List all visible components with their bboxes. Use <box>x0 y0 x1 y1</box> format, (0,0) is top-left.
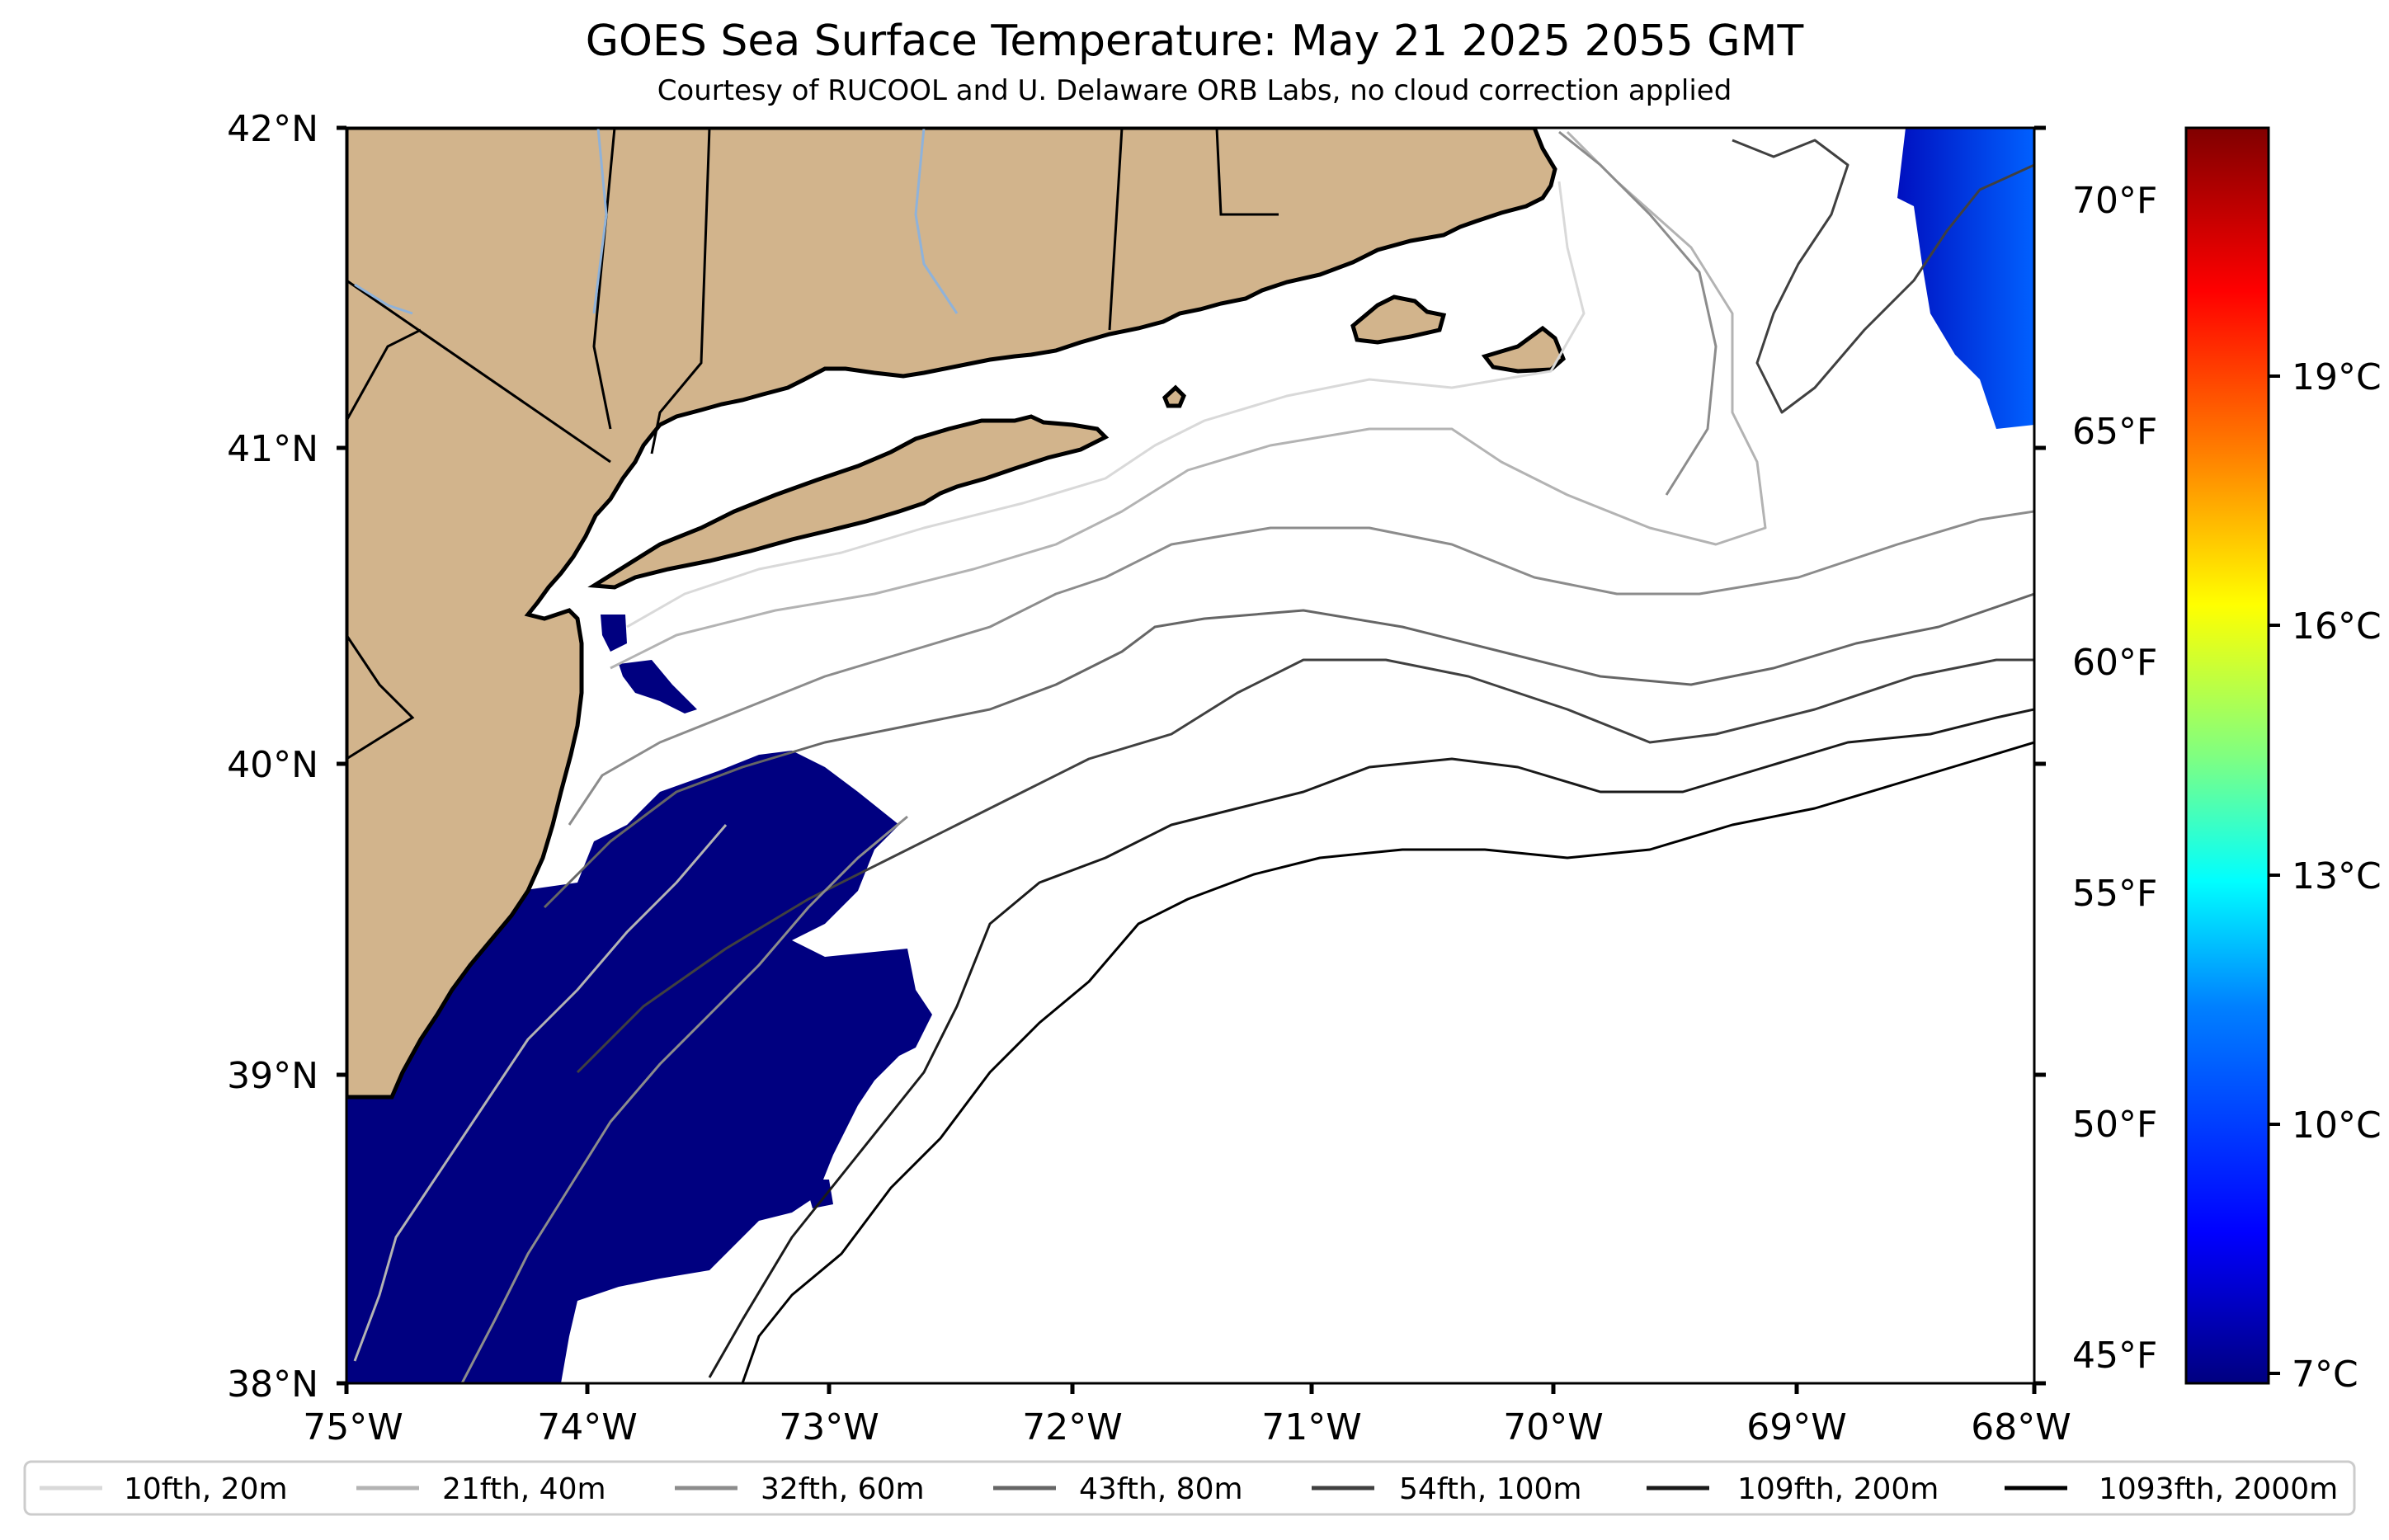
legend-label: 32fth, 60m <box>761 1472 925 1506</box>
land-block-island <box>1162 384 1186 408</box>
latitude-axis: 42°N 41°N 40°N 39°N 38°N <box>227 108 346 1406</box>
celsius-label: 16°C <box>2292 605 2382 648</box>
legend-label: 1093fth, 2000m <box>2099 1472 2338 1506</box>
land-marthas-vineyard <box>1350 294 1447 345</box>
state-borders <box>346 128 1279 761</box>
fahrenheit-scale: 70°F 65°F 60°F 55°F 50°F 45°F <box>2072 180 2157 1377</box>
colorbar-ticks <box>2269 374 2280 1375</box>
fahrenheit-label: 70°F <box>2072 180 2157 222</box>
contour-200m <box>708 708 2034 1378</box>
contour-legend: 10fth, 20m 21fth, 40m 32fth, 60m 43fth, … <box>23 1460 2356 1516</box>
lat-label: 40°N <box>227 744 318 786</box>
lon-label: 75°W <box>303 1406 403 1448</box>
legend-label: 54fth, 100m <box>1399 1472 1581 1506</box>
celsius-scale: 19°C 16°C 13°C 10°C 7°C <box>2292 356 2382 1396</box>
contour-60m <box>568 510 2034 826</box>
cold-water-patch-ny-bight <box>619 660 697 713</box>
colorbar <box>2184 126 2270 1385</box>
contour-80m <box>543 592 2034 909</box>
celsius-label: 19°C <box>2292 356 2382 398</box>
celsius-label: 13°C <box>2292 855 2382 897</box>
fahrenheit-label: 60°F <box>2072 642 2157 684</box>
lat-label: 42°N <box>227 108 318 150</box>
contour-gulf-of-maine <box>1732 139 2034 414</box>
legend-label: 43fth, 80m <box>1079 1472 1243 1506</box>
celsius-label: 7°C <box>2292 1354 2358 1396</box>
map-subtitle: Courtesy of RUCOOL and U. Delaware ORB L… <box>657 74 1732 107</box>
contour-shelf-inner <box>353 824 728 1362</box>
land-nantucket <box>1481 325 1566 374</box>
lon-label: 70°W <box>1503 1406 1604 1448</box>
map-area <box>346 128 2034 1383</box>
cold-water-patch-northeast <box>1897 128 2034 429</box>
map-title: GOES Sea Surface Temperature: May 21 202… <box>585 16 1804 66</box>
lat-label: 38°N <box>227 1363 318 1406</box>
fahrenheit-label: 50°F <box>2072 1104 2157 1146</box>
map-right-ticks <box>2034 125 2046 1386</box>
cold-water-patch-south <box>346 751 932 1383</box>
lat-label: 39°N <box>227 1055 318 1097</box>
longitude-axis: 75°W 74°W 73°W 72°W 71°W 70°W 69°W 68°W <box>303 1383 2071 1448</box>
rivers <box>354 128 959 315</box>
contour-georges-bank <box>1558 130 1718 496</box>
fahrenheit-label: 45°F <box>2072 1335 2157 1377</box>
lon-label: 74°W <box>537 1406 638 1448</box>
contour-2000m <box>741 741 2034 1383</box>
legend-label: 10fth, 20m <box>124 1472 288 1506</box>
lon-label: 72°W <box>1022 1406 1123 1448</box>
legend-box <box>23 1460 2356 1516</box>
map-frame <box>345 126 2036 1385</box>
cold-water-patch-dot-2 <box>804 1180 833 1208</box>
lon-label: 69°W <box>1746 1406 1847 1448</box>
land-mainland <box>346 128 1557 1100</box>
celsius-label: 10°C <box>2292 1104 2382 1147</box>
lon-label: 73°W <box>779 1406 879 1448</box>
lat-label: 41°N <box>227 428 318 470</box>
lon-label: 68°W <box>1971 1406 2071 1448</box>
contour-shelf-mid <box>460 815 908 1383</box>
fahrenheit-label: 65°F <box>2072 411 2157 453</box>
legend-label: 109fth, 200m <box>1737 1472 1939 1506</box>
contour-20m <box>626 181 1586 629</box>
lon-label: 71°W <box>1261 1406 1362 1448</box>
fahrenheit-label: 55°F <box>2072 873 2157 915</box>
contour-40m <box>610 130 1767 670</box>
cold-water-patch-dot-1 <box>775 1081 825 1138</box>
cold-water-patch-sandy-hook <box>601 615 627 652</box>
land-long-island <box>587 414 1110 590</box>
bathymetry-contours <box>353 130 2034 1383</box>
legend-label: 21fth, 40m <box>442 1472 606 1506</box>
